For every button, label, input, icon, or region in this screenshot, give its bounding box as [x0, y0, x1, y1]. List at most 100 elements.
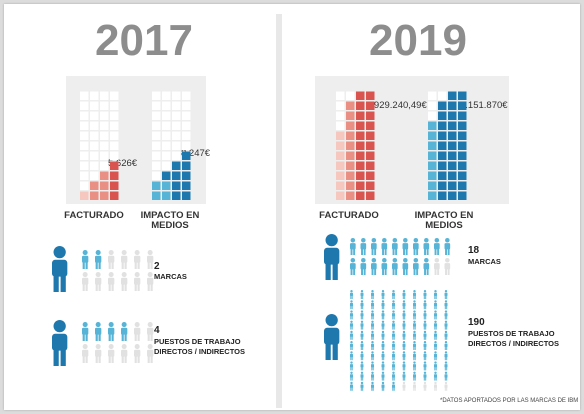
tiny-person-icon — [423, 316, 425, 320]
tiny-person-icon — [371, 377, 373, 381]
small-person-icon — [350, 238, 356, 243]
facturado-2017-square — [110, 191, 119, 200]
facturado-2017-square — [80, 91, 89, 100]
tiny-person-icon — [423, 300, 427, 303]
tiny-person-icon — [425, 367, 427, 371]
tiny-person-icon — [381, 361, 385, 364]
tiny-person-icon — [402, 310, 406, 313]
impacto-2019-square — [438, 191, 447, 200]
impacto-2019-square — [428, 101, 437, 110]
small-person-icon — [424, 238, 429, 243]
tiny-person-icon — [381, 323, 385, 327]
small-person-icon — [147, 327, 154, 335]
small-person-icon — [137, 262, 140, 269]
small-person-icon — [134, 272, 140, 278]
impacto-2019-square — [448, 91, 457, 100]
facturado-2019-amount: 1.929.240,49€ — [366, 100, 427, 111]
facturado-2017-square — [80, 101, 89, 110]
tiny-person-icon — [392, 316, 394, 320]
small-person-icon — [403, 258, 408, 263]
tiny-person-icon — [393, 305, 395, 310]
tiny-person-icon — [444, 387, 446, 391]
small-person-icon — [134, 250, 140, 256]
tiny-person-icon — [444, 381, 448, 385]
tiny-person-icon — [381, 290, 385, 293]
tiny-person-icon — [402, 295, 404, 299]
impacto-2019-amount: 1.151.870€ — [460, 100, 508, 111]
tiny-person-icon — [413, 341, 416, 344]
facturado-2019-square — [346, 111, 355, 120]
tiny-person-icon — [423, 323, 427, 327]
tiny-person-icon — [392, 381, 395, 385]
tiny-person-icon — [393, 367, 395, 371]
tiny-person-icon — [402, 356, 404, 361]
impacto-2017-square — [172, 151, 181, 160]
tiny-person-icon — [360, 346, 362, 350]
small-person-icon — [137, 284, 140, 291]
impacto-2017-square — [152, 121, 161, 130]
small-person-icon — [121, 327, 128, 335]
tiny-person-icon — [350, 377, 352, 381]
small-person-icon — [424, 258, 429, 263]
small-person-icon — [124, 262, 127, 269]
small-person-icon — [82, 262, 85, 269]
tiny-person-icon — [444, 320, 448, 323]
tiny-person-icon — [413, 346, 415, 350]
small-person-icon — [137, 356, 140, 363]
impacto-2017-square — [172, 181, 181, 190]
facturado-2017-square — [80, 161, 89, 170]
tiny-person-icon — [444, 336, 446, 340]
tiny-person-icon — [434, 316, 436, 320]
impacto-2019-square — [428, 91, 437, 100]
tiny-person-icon — [381, 387, 383, 391]
tiny-person-icon — [360, 381, 364, 385]
tiny-person-icon — [350, 367, 352, 371]
small-person-icon — [147, 344, 153, 350]
tiny-person-icon — [423, 330, 427, 334]
impacto-2019-label-line2: MEDIOS — [425, 220, 463, 231]
tiny-person-icon — [381, 364, 385, 368]
small-person-icon — [403, 238, 408, 243]
impacto-2017-square — [182, 101, 191, 110]
tiny-person-icon — [423, 295, 425, 299]
tiny-person-icon — [383, 377, 385, 381]
tiny-person-icon — [372, 305, 374, 310]
small-person-icon — [108, 262, 111, 269]
tiny-person-icon — [413, 374, 416, 378]
small-person-icon — [147, 277, 154, 285]
impacto-2019-square — [438, 151, 447, 160]
facturado-2017-square — [80, 181, 89, 190]
small-person-icon — [95, 284, 98, 291]
facturado-2017-label: FACTURADO — [64, 210, 124, 221]
tiny-person-icon — [381, 333, 385, 337]
tiny-person-icon — [435, 367, 437, 371]
small-person-icon — [121, 262, 124, 269]
small-person-icon — [147, 284, 150, 291]
facturado-2019-square — [366, 181, 375, 190]
tiny-person-icon — [435, 336, 437, 340]
tiny-person-icon — [444, 374, 448, 378]
impacto-2019-square — [448, 131, 457, 140]
tiny-person-icon — [371, 336, 373, 340]
small-person-icon — [134, 344, 140, 350]
tiny-person-icon — [434, 305, 436, 310]
facturado-2019-square — [346, 171, 355, 180]
tiny-person-icon — [434, 387, 436, 391]
small-person-icon — [108, 284, 111, 291]
tiny-person-icon — [446, 326, 448, 330]
tiny-person-icon — [381, 367, 383, 371]
tiny-person-icon — [371, 326, 373, 330]
tiny-person-icon — [446, 305, 448, 310]
tiny-person-icon — [350, 384, 353, 388]
impacto-2017-square — [172, 91, 181, 100]
impacto-2019-square — [428, 131, 437, 140]
facturado-2017-square — [110, 171, 119, 180]
impacto-2019-square — [438, 171, 447, 180]
tiny-person-icon — [372, 316, 374, 320]
infographic-graphics — [52, 91, 467, 391]
impacto-2019-square — [448, 191, 457, 200]
tiny-person-icon — [423, 292, 427, 296]
tiny-person-icon — [446, 346, 448, 350]
tiny-person-icon — [413, 356, 415, 361]
tiny-person-icon — [381, 330, 385, 334]
